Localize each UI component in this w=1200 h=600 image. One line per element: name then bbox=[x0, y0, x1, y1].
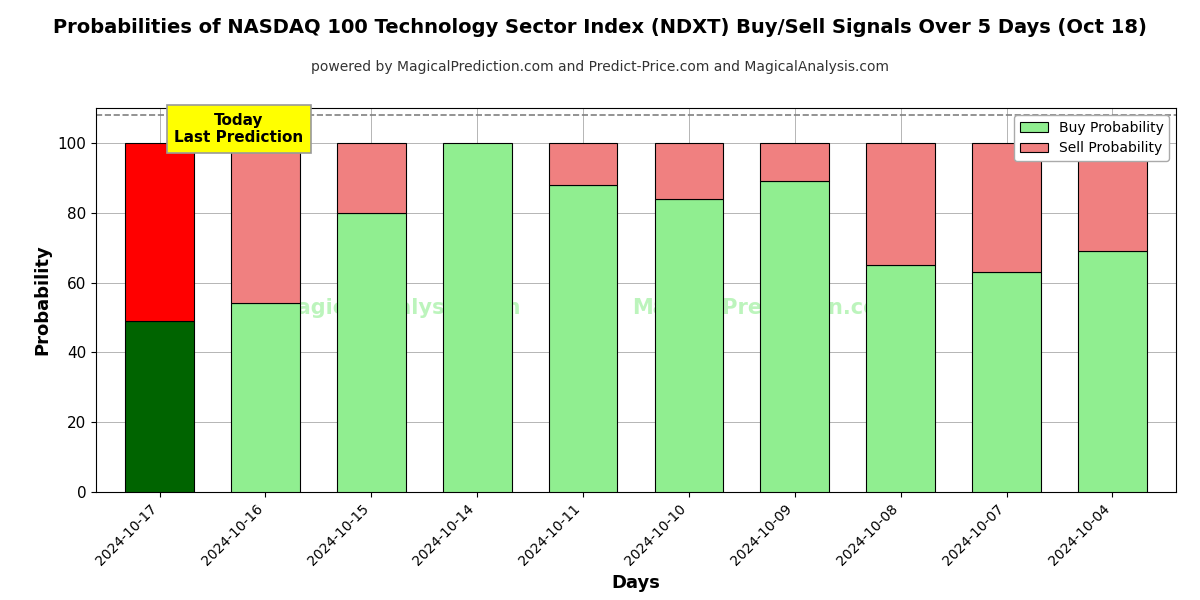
Bar bbox=[866, 265, 935, 492]
Bar bbox=[972, 272, 1042, 492]
Text: MagicalAnalysis.com: MagicalAnalysis.com bbox=[276, 298, 521, 317]
Bar bbox=[337, 143, 406, 213]
X-axis label: Days: Days bbox=[612, 574, 660, 592]
Bar bbox=[548, 185, 618, 492]
Bar bbox=[548, 143, 618, 185]
Bar bbox=[230, 143, 300, 304]
Bar bbox=[761, 181, 829, 492]
Text: MagicalPrediction.com: MagicalPrediction.com bbox=[632, 298, 899, 317]
Bar bbox=[972, 143, 1042, 272]
Bar bbox=[443, 143, 511, 492]
Text: Today
Last Prediction: Today Last Prediction bbox=[174, 113, 304, 145]
Text: powered by MagicalPrediction.com and Predict-Price.com and MagicalAnalysis.com: powered by MagicalPrediction.com and Pre… bbox=[311, 60, 889, 74]
Bar bbox=[125, 321, 194, 492]
Bar bbox=[761, 143, 829, 181]
Bar bbox=[125, 143, 194, 321]
Text: Probabilities of NASDAQ 100 Technology Sector Index (NDXT) Buy/Sell Signals Over: Probabilities of NASDAQ 100 Technology S… bbox=[53, 18, 1147, 37]
Legend: Buy Probability, Sell Probability: Buy Probability, Sell Probability bbox=[1014, 115, 1169, 161]
Bar bbox=[1078, 251, 1147, 492]
Y-axis label: Probability: Probability bbox=[34, 245, 52, 355]
Bar bbox=[337, 213, 406, 492]
Bar bbox=[1078, 143, 1147, 251]
Bar bbox=[866, 143, 935, 265]
Bar bbox=[654, 143, 724, 199]
Bar bbox=[230, 304, 300, 492]
Bar bbox=[654, 199, 724, 492]
